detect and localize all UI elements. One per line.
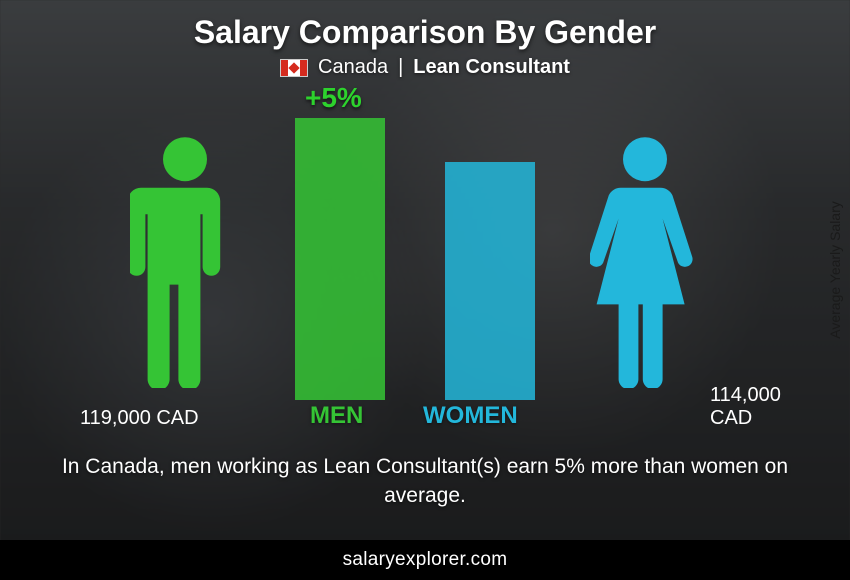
y-axis-label-wrap: Average Yearly Salary bbox=[820, 0, 850, 540]
subtitle-country: Canada bbox=[318, 56, 388, 79]
page-title: Salary Comparison By Gender bbox=[0, 14, 850, 51]
delta-label: +5% bbox=[305, 82, 362, 114]
female-person-icon bbox=[590, 135, 700, 400]
canada-flag-icon bbox=[280, 59, 308, 77]
salary-men: 119,000 CAD bbox=[80, 407, 199, 430]
summary-text: In Canada, men working as Lean Consultan… bbox=[60, 453, 790, 510]
category-label-men: MEN bbox=[310, 402, 363, 430]
category-label-women: WOMEN bbox=[423, 402, 518, 430]
subtitle-job: Lean Consultant bbox=[413, 56, 570, 79]
infographic-canvas: Salary Comparison By Gender Canada | Lea… bbox=[0, 0, 850, 580]
footer-brand: salaryexplorer.com bbox=[0, 540, 850, 580]
bar-men bbox=[295, 118, 385, 400]
subtitle-row: Canada | Lean Consultant bbox=[0, 56, 850, 79]
bar-women bbox=[445, 162, 535, 400]
male-person-icon bbox=[130, 135, 240, 400]
salary-women: 114,000 CAD bbox=[710, 384, 781, 430]
subtitle-separator: | bbox=[398, 56, 403, 79]
y-axis-label: Average Yearly Salary bbox=[827, 201, 843, 339]
gender-salary-chart: +5% 119,000 CAD MEN WOMEN 114,000 CAD bbox=[100, 100, 750, 430]
